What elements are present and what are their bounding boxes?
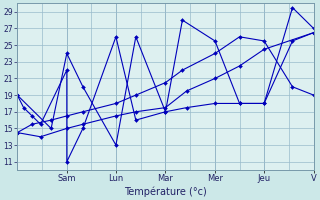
X-axis label: Température (°c): Température (°c) [124,186,207,197]
